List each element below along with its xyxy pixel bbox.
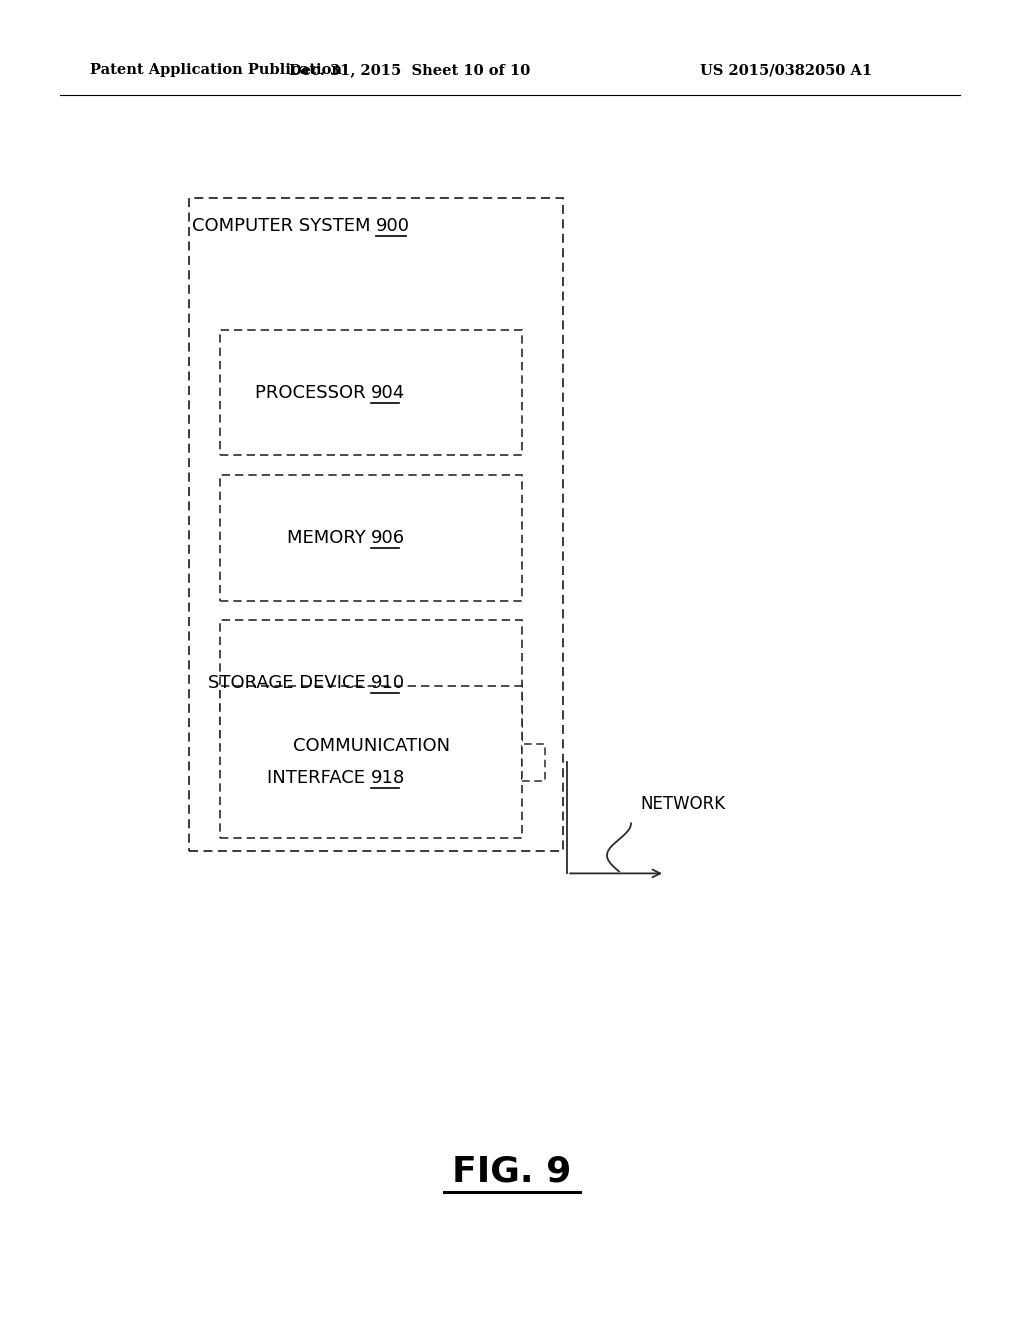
Text: PROCESSOR: PROCESSOR	[255, 384, 371, 401]
Bar	[220, 620, 522, 746]
Bar	[220, 686, 522, 838]
Text: Dec. 31, 2015  Sheet 10 of 10: Dec. 31, 2015 Sheet 10 of 10	[290, 63, 530, 77]
Text: 910: 910	[371, 675, 406, 692]
Bar	[522, 744, 545, 781]
Text: NETWORK: NETWORK	[640, 796, 725, 813]
Text: 900: 900	[377, 216, 411, 235]
Text: Patent Application Publication: Patent Application Publication	[90, 63, 342, 77]
Text: 904: 904	[371, 384, 406, 401]
Text: 918: 918	[371, 770, 406, 787]
Bar	[220, 330, 522, 455]
Text: STORAGE DEVICE: STORAGE DEVICE	[208, 675, 371, 692]
Text: COMPUTER SYSTEM: COMPUTER SYSTEM	[193, 216, 377, 235]
Bar	[220, 475, 522, 601]
Text: US 2015/0382050 A1: US 2015/0382050 A1	[700, 63, 872, 77]
Text: MEMORY: MEMORY	[287, 529, 371, 546]
Text: 906: 906	[371, 529, 406, 546]
Bar	[189, 198, 563, 851]
Text: INTERFACE: INTERFACE	[267, 770, 371, 787]
Text: FIG. 9: FIG. 9	[453, 1155, 571, 1189]
Text: COMMUNICATION: COMMUNICATION	[293, 738, 450, 755]
